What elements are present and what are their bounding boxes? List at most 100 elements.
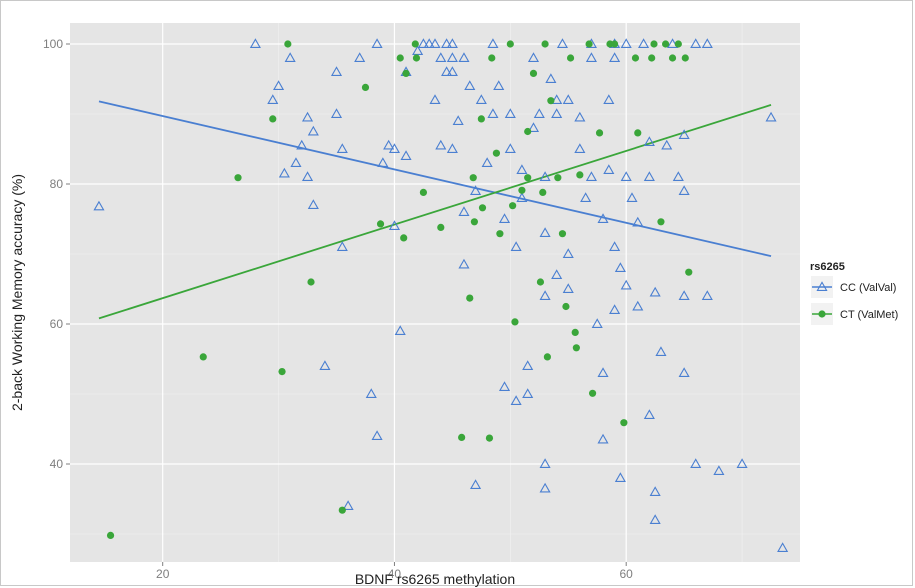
point-ct — [419, 188, 428, 196]
point-cc — [458, 206, 470, 216]
point-cc — [609, 241, 621, 251]
point-cc — [562, 283, 574, 294]
point-ct — [524, 127, 532, 136]
point-cc — [562, 248, 574, 259]
point-ct — [539, 188, 547, 196]
point-ct — [576, 171, 584, 179]
point-cc — [603, 94, 615, 104]
point-cc — [435, 52, 447, 63]
point-cc — [464, 80, 476, 90]
point-ct — [477, 115, 485, 123]
point-cc — [481, 157, 493, 167]
point-cc — [470, 479, 482, 490]
fit-line-ct — [98, 104, 772, 320]
point-ct — [585, 40, 593, 48]
point-cc — [510, 241, 522, 251]
point-cc — [609, 52, 621, 63]
point-ct — [437, 223, 445, 231]
point-ct — [470, 218, 478, 226]
point-cc — [267, 94, 279, 104]
point-ct — [234, 174, 242, 182]
point-cc — [620, 38, 632, 49]
legend-entry-ct: CT (ValMet) — [811, 303, 898, 325]
point-ct — [412, 54, 421, 62]
point-cc — [649, 486, 661, 497]
point-cc — [452, 115, 464, 125]
legend-title: rs6265 — [810, 261, 845, 273]
point-cc — [470, 185, 482, 195]
point-cc — [690, 458, 702, 469]
point-cc — [649, 514, 661, 525]
point-cc — [539, 458, 551, 469]
point-ct — [543, 353, 551, 361]
point-ct — [571, 328, 579, 336]
point-cc — [522, 360, 534, 371]
point-cc — [365, 388, 377, 399]
point-cc — [620, 279, 632, 290]
point-cc — [342, 500, 354, 511]
point-cc — [597, 433, 609, 444]
point-ct — [657, 218, 665, 226]
point-cc — [475, 94, 487, 104]
point-cc — [487, 38, 499, 49]
point-cc — [551, 269, 563, 280]
point-cc — [678, 185, 690, 195]
point-cc — [585, 171, 597, 181]
point-cc — [290, 157, 302, 167]
point-ct — [547, 97, 555, 105]
legend-label: CC (ValVal) — [840, 282, 896, 294]
y-tick-label: 100 — [43, 37, 63, 51]
point-cc — [435, 139, 447, 150]
point-ct — [566, 54, 575, 62]
point-cc — [498, 381, 511, 392]
point-cc — [93, 200, 105, 211]
point-cc — [388, 143, 400, 153]
point-cc — [371, 38, 383, 49]
point-ct — [541, 40, 549, 48]
point-cc — [539, 290, 551, 301]
point-cc — [643, 171, 655, 181]
point-cc — [336, 241, 348, 251]
point-cc — [574, 111, 586, 122]
point-ct — [558, 230, 567, 238]
point-ct — [411, 40, 419, 48]
point-ct — [536, 278, 545, 286]
x-tick-label: 20 — [156, 567, 170, 581]
point-cc — [655, 346, 667, 357]
point-cc — [516, 164, 528, 174]
point-cc — [446, 38, 458, 49]
regression-lines — [98, 100, 772, 320]
point-cc — [551, 94, 563, 104]
x-axis-ticks: 20 40 60 — [156, 562, 633, 581]
point-cc — [614, 262, 626, 273]
point-cc — [522, 388, 534, 399]
point-cc — [551, 108, 563, 118]
legend-marker-circle — [818, 310, 826, 318]
point-cc — [765, 111, 777, 122]
point-cc — [516, 192, 528, 202]
legend-entries: CC (ValVal) CT (ValMet) — [811, 276, 898, 325]
point-cc — [446, 66, 458, 76]
point-ct — [562, 302, 570, 311]
point-ct — [595, 129, 604, 137]
point-cc — [701, 38, 713, 49]
point-cc — [556, 38, 569, 49]
point-cc — [417, 38, 429, 49]
legend-label: CT (ValMet) — [840, 309, 898, 321]
point-cc — [591, 318, 603, 329]
point-ct — [269, 115, 277, 123]
point-ct — [620, 419, 628, 427]
point-cc — [371, 430, 383, 441]
legend-entry-cc: CC (ValVal) — [811, 276, 896, 298]
point-cc — [527, 52, 540, 63]
point-cc — [678, 129, 690, 139]
point-cc — [690, 38, 702, 49]
series-cc — [93, 38, 789, 553]
point-cc — [701, 290, 713, 301]
y-axis-title: 2-back Working Memory accuracy (%) — [9, 174, 25, 411]
point-cc — [638, 38, 650, 49]
point-cc — [678, 290, 690, 301]
point-ct — [338, 506, 346, 514]
point-cc — [574, 143, 586, 153]
point-ct — [396, 54, 404, 62]
